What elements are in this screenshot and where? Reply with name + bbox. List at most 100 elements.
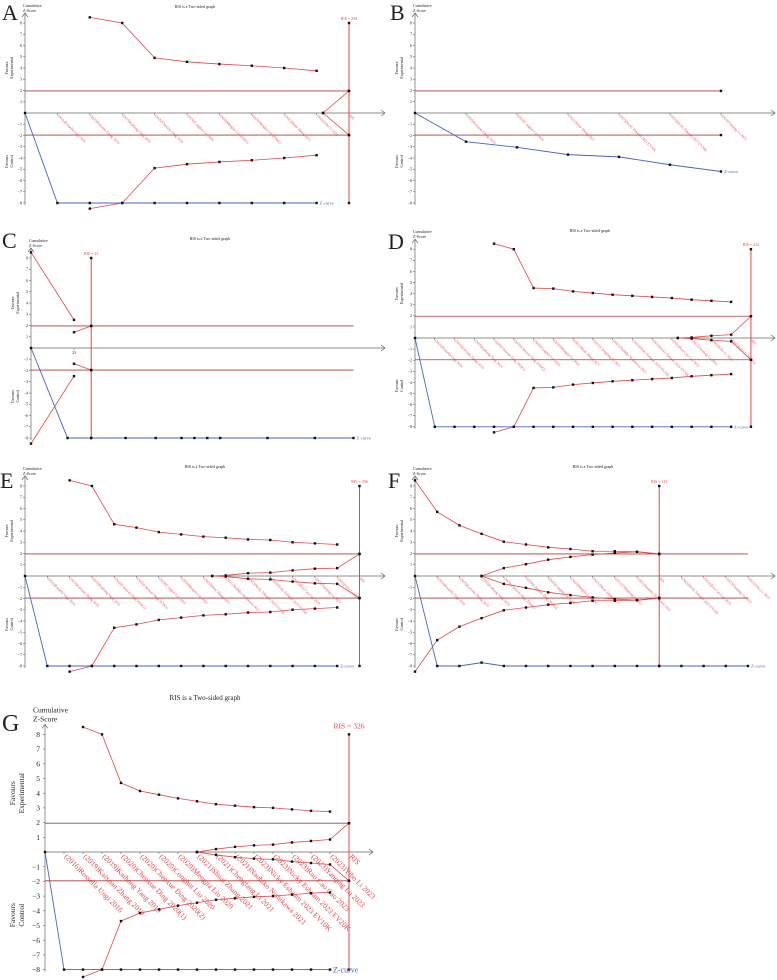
futility-boundary-upper-point — [309, 839, 313, 843]
efficacy-boundary-upper-point — [413, 479, 417, 482]
y-tick-label: −5 — [18, 167, 22, 172]
z-curve-label: Z-curve — [320, 201, 334, 206]
z-curve-point — [271, 968, 275, 971]
ris-label: RIS = 396 — [351, 479, 367, 484]
futility-boundary-upper-point — [710, 334, 713, 337]
z-curve-point — [413, 574, 417, 578]
ris-axis-label: RIS — [750, 339, 757, 346]
ris-point — [90, 256, 93, 260]
y-tick-label: 5 — [410, 280, 412, 285]
efficacy-boundary-lower-point — [710, 373, 713, 377]
y-tick-label: 2 — [410, 88, 412, 93]
efficacy-boundary-lower — [89, 154, 317, 210]
y-tick-label: −2 — [18, 133, 22, 138]
y-tick-label: 1 — [36, 833, 40, 842]
z-curve-label: Z-curve — [724, 169, 738, 174]
futility-boundary-lower-point — [710, 339, 713, 342]
y-tick-label: 8 — [410, 247, 412, 252]
efficacy-boundary-lower-point — [492, 431, 496, 434]
z-curve-point — [724, 664, 727, 668]
lower-region-label-line1: Favours — [394, 617, 399, 630]
z-curve-point — [413, 336, 417, 340]
z-curve-point — [532, 425, 535, 428]
y-tick-label: −6 — [18, 178, 22, 183]
z-curve-point — [746, 664, 750, 668]
y-tick-label: −8 — [408, 663, 412, 668]
x-axis-arrow — [380, 344, 386, 352]
chart-title: RIS is a Two-sided graph — [175, 4, 216, 9]
ris-axis-label: RIS — [359, 577, 366, 584]
z-curve-point — [219, 436, 222, 440]
z-curve-point — [552, 425, 555, 428]
futility-boundary-upper-point — [291, 569, 294, 572]
futility-boundary-upper-point — [729, 333, 733, 336]
efficacy-boundary-upper-point — [436, 510, 439, 514]
lower-region-label-line2: Control — [399, 617, 404, 630]
efficacy-boundary-upper-point — [552, 287, 555, 290]
efficacy-boundary-upper-point — [591, 291, 595, 295]
z-curve — [24, 112, 317, 204]
y-axis-arrow — [21, 12, 29, 18]
study-label: 23 — [72, 350, 76, 355]
efficacy-boundary-upper-point — [72, 318, 76, 322]
efficacy-boundary-upper-point — [569, 547, 572, 551]
z-curve-point — [195, 968, 199, 971]
y-tick-label: −2 — [408, 133, 412, 138]
z-curve-label: Z-curve — [734, 424, 748, 429]
futility-boundary-upper-point — [524, 562, 528, 566]
lower-region-label-line1: Favours — [10, 389, 15, 402]
y-tick-label: −7 — [24, 424, 28, 429]
efficacy-boundary-upper-point — [729, 300, 733, 304]
futility-boundary-upper-point — [313, 567, 317, 570]
efficacy-boundary-lower-point — [72, 374, 76, 378]
upper-region-label-line2: Experimental — [9, 519, 14, 541]
z-curve-point — [90, 664, 94, 668]
lower-region-label-line2: Control — [399, 379, 404, 392]
y-axis-label-line2: Z-Score — [413, 8, 426, 13]
ris-axis-label: RIS — [348, 114, 355, 121]
ris-axis-label: RIS — [658, 577, 665, 584]
futility-boundary-upper-point — [358, 552, 361, 556]
z-curve-point — [313, 436, 316, 440]
futility-boundary-lower-point — [252, 857, 256, 860]
efficacy-boundary-lower-point — [233, 897, 237, 900]
efficacy-boundary-upper-point — [480, 532, 483, 536]
futility-boundary-lower-point — [591, 596, 594, 599]
futility-boundary-upper — [212, 553, 360, 577]
ris-point — [358, 484, 361, 488]
efficacy-boundary-upper-point — [81, 725, 85, 729]
y-tick-label: 2 — [36, 818, 40, 827]
z-curve-point — [524, 664, 528, 668]
y-tick-label: 4 — [410, 528, 412, 533]
study-label: (2019)Kaixuan Zhang 2019 — [465, 114, 496, 145]
futility-boundary-lower-point — [547, 591, 550, 594]
efficacy-boundary-upper — [82, 726, 331, 812]
efficacy-boundary-lower-point — [631, 378, 634, 382]
futility-boundary-lower-point — [347, 879, 351, 883]
lower-region-label-line1: Favours — [4, 154, 9, 167]
efficacy-boundary-lower-point — [532, 386, 535, 390]
study-label: (2021)Naohiko Nishikawa 2021 — [636, 577, 672, 613]
futility-boundary-lower-point — [211, 574, 214, 578]
y-tick-label: 8 — [410, 20, 412, 25]
y-tick-label: −6 — [408, 178, 412, 183]
lower-region-label-line2: Control — [17, 904, 26, 927]
y-tick-label: −5 — [408, 167, 412, 172]
efficacy-boundary-upper-point — [710, 299, 713, 303]
y-tick-label: −5 — [408, 391, 412, 396]
futility-boundary-lower-point — [72, 362, 76, 365]
efficacy-boundary-upper — [30, 252, 75, 321]
efficacy-boundary-lower-point — [328, 891, 332, 894]
efficacy-boundary-lower-point — [195, 901, 199, 904]
y-axis-label-line2: Z-Score — [23, 471, 36, 476]
efficacy-boundary-upper-point — [153, 56, 156, 60]
panel-letter: G — [2, 711, 20, 737]
y-tick-label: −5 — [408, 630, 412, 635]
futility-boundary-lower-point — [214, 853, 218, 857]
y-axis-arrow — [27, 247, 35, 253]
y-tick-label: 6 — [410, 43, 412, 48]
z-curve-point — [453, 425, 456, 428]
y-tick-label: 2 — [410, 551, 412, 556]
y-tick-label: −8 — [18, 663, 22, 668]
upper-region-label-line2: Experimental — [399, 56, 404, 78]
